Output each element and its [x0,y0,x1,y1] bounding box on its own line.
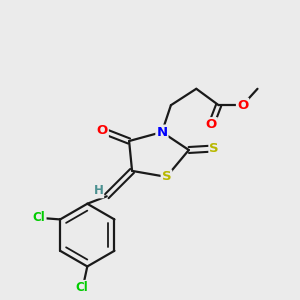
Text: N: N [156,126,167,139]
Text: Cl: Cl [33,212,46,224]
Text: Cl: Cl [75,281,88,294]
Text: O: O [237,99,248,112]
Text: S: S [209,142,219,155]
Text: H: H [93,184,103,197]
Text: S: S [162,170,171,183]
Text: O: O [97,124,108,137]
Text: O: O [206,118,217,131]
